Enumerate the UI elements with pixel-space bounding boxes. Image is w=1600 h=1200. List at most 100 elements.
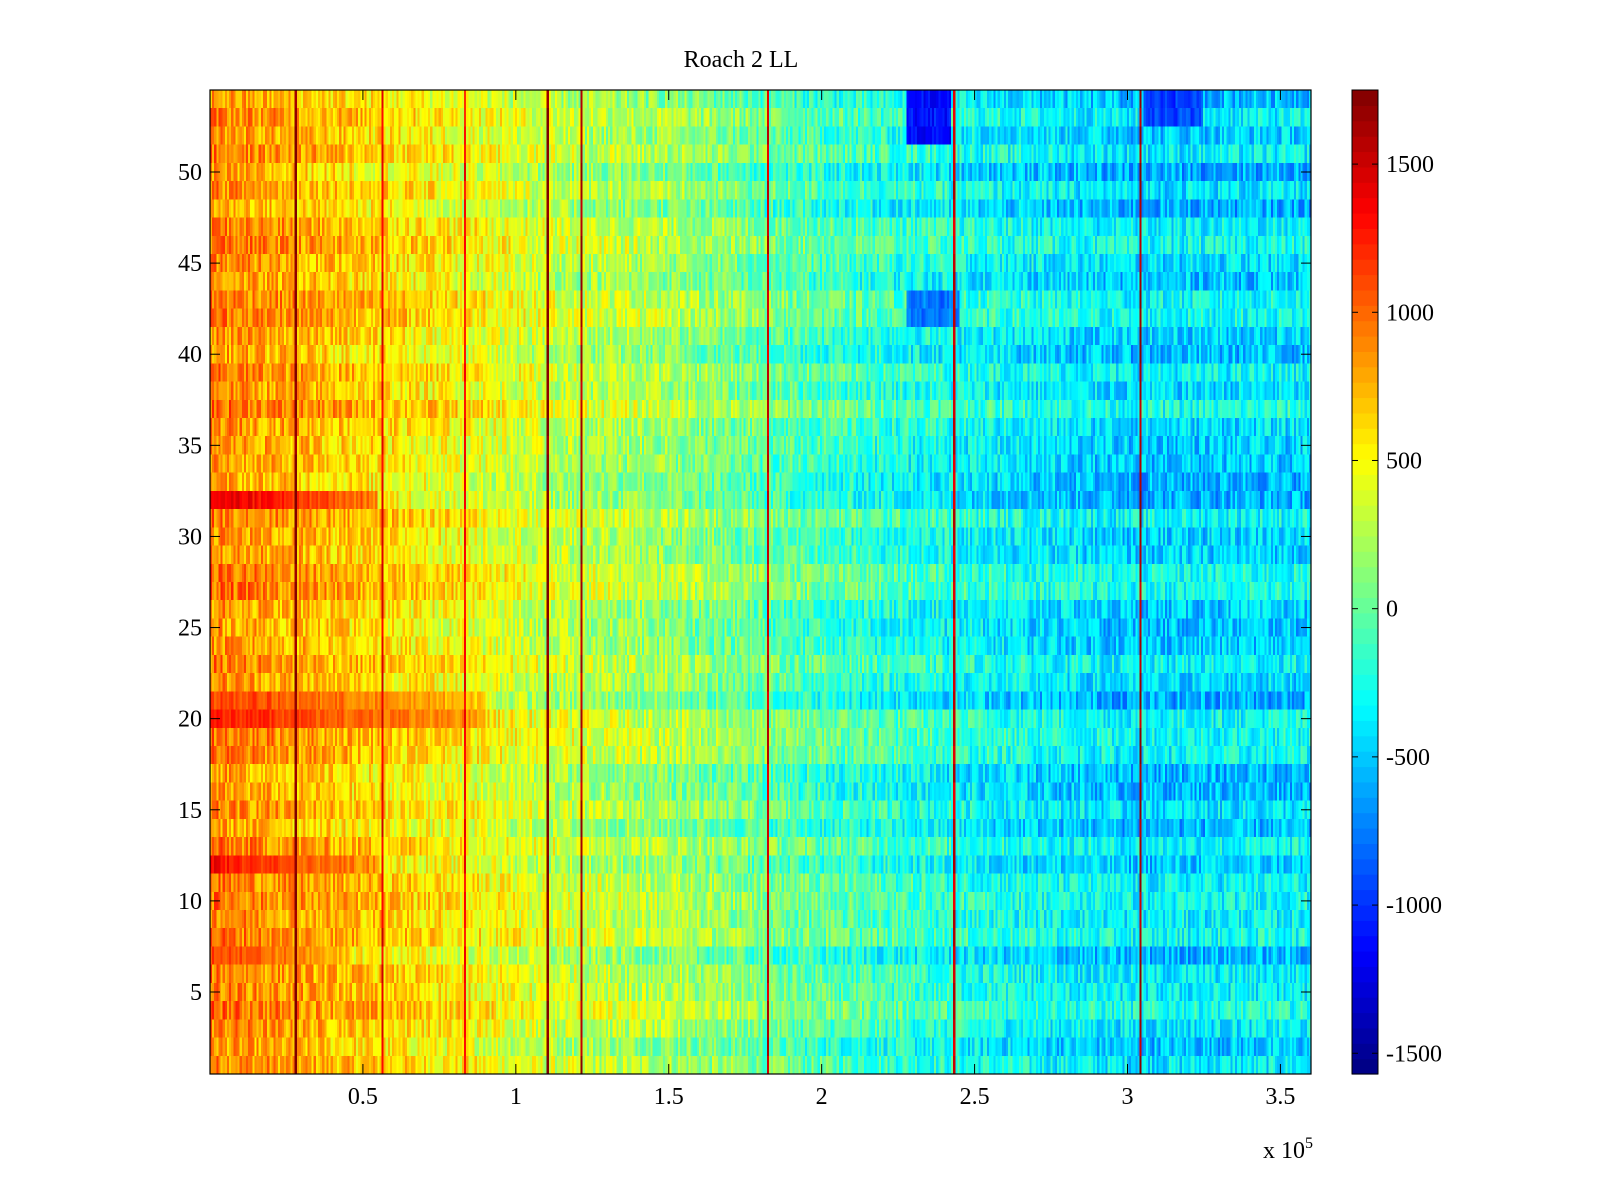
chart-title: Roach 2 LL [684, 47, 799, 73]
colorbar-segment [1352, 735, 1378, 752]
colorbar-segment [1352, 505, 1378, 522]
colorbar-segment [1352, 412, 1378, 429]
y-axis: 5 10 15 20 25 30 35 40 45 50 [178, 160, 1311, 1006]
colorbar-segment [1352, 981, 1378, 998]
colorbar-segment [1352, 643, 1378, 660]
colorbar-tick-label: -1000 [1386, 893, 1442, 919]
y-tick-label: 10 [178, 889, 202, 915]
y-tick-label: 50 [178, 160, 202, 186]
colorbar-segment [1352, 797, 1378, 814]
colorbar-segment [1352, 120, 1378, 137]
colorbar-segment [1352, 274, 1378, 291]
y-tick-label: 30 [178, 524, 202, 550]
x-axis: 0.5 1 1.5 2 2.5 3 3.5 [348, 90, 1295, 1110]
y-tick-label: 40 [178, 342, 202, 368]
colorbar-tick-label: 500 [1386, 448, 1422, 474]
colorbar-segment [1352, 474, 1378, 491]
colorbar-segment [1352, 428, 1378, 445]
colorbar-segment [1352, 1012, 1378, 1029]
colorbar-segment [1352, 812, 1378, 829]
colorbar-segment [1352, 858, 1378, 875]
colorbar-segment [1352, 489, 1378, 506]
colorbar-segment [1352, 336, 1378, 352]
colorbar-segment [1352, 920, 1378, 937]
colorbar-segment [1352, 289, 1378, 306]
heatmap-cells [210, 90, 1311, 1074]
colorbar-segment [1352, 720, 1378, 737]
colorbar-segment [1352, 397, 1378, 414]
colorbar-segment [1352, 781, 1378, 798]
heatmap-plot-area [210, 90, 1311, 1074]
y-tick-label: 45 [178, 251, 202, 277]
colorbar-segment [1352, 951, 1378, 967]
colorbar-segment [1352, 535, 1378, 552]
colorbar-segment [1352, 90, 1378, 106]
colorbar-tick-label: 1000 [1386, 300, 1434, 326]
colorbar-segment [1352, 997, 1378, 1014]
colorbar-tick-label: -500 [1386, 745, 1430, 771]
colorbar-segment [1352, 305, 1378, 322]
y-tick-label: 25 [178, 616, 202, 642]
colorbar-segment [1352, 874, 1378, 891]
colorbar-tick-label: -1500 [1386, 1041, 1442, 1067]
colorbar-segment [1352, 582, 1378, 598]
x-axis-multiplier-base: x 10 [1263, 1138, 1305, 1164]
y-tick-label: 35 [178, 433, 202, 459]
colorbar-segment [1352, 366, 1378, 383]
y-tick-label: 5 [190, 980, 202, 1006]
colorbar-segment [1352, 935, 1378, 952]
x-tick-label: 3 [1122, 1084, 1134, 1110]
x-tick-label: 1 [510, 1084, 522, 1110]
x-axis-multiplier: x 105 [1263, 1135, 1313, 1164]
colorbar-segment [1352, 182, 1378, 199]
colorbar-segment [1352, 843, 1378, 860]
x-tick-label: 0.5 [348, 1084, 378, 1110]
x-tick-label: 2 [816, 1084, 828, 1110]
colorbar-segment [1352, 766, 1378, 783]
colorbar-segment [1352, 705, 1378, 721]
colorbar-segment [1352, 1058, 1378, 1075]
colorbar-segment [1352, 259, 1378, 276]
colorbar-segment [1352, 597, 1378, 614]
colorbar-segment [1352, 904, 1378, 921]
plot-frame [209, 89, 1312, 1075]
colorbar-segment [1352, 520, 1378, 537]
colorbar-frame [1351, 89, 1379, 1075]
colorbar-segment [1352, 828, 1378, 844]
colorbar-tick-label: 0 [1386, 597, 1398, 623]
colorbar-segment [1352, 151, 1378, 168]
colorbar-segment [1352, 566, 1378, 583]
colorbar-segment [1352, 1027, 1378, 1044]
colorbar-segment [1352, 966, 1378, 983]
x-tick-label: 1.5 [654, 1084, 684, 1110]
colorbar-segment [1352, 243, 1378, 260]
colorbar-segment [1352, 228, 1378, 245]
colorbar: 1500 1000 500 0 -500 -1000 -1500 [1351, 89, 1442, 1075]
colorbar-segment [1352, 612, 1378, 629]
colorbar-segment [1352, 443, 1378, 460]
colorbar-segment [1352, 197, 1378, 214]
colorbar-segment [1352, 889, 1378, 906]
colorbar-segment [1352, 213, 1378, 229]
colorbar-segment [1352, 689, 1378, 706]
x-tick-label: 2.5 [960, 1084, 990, 1110]
colorbar-segment [1352, 166, 1378, 183]
colorbar-segment [1352, 459, 1378, 475]
colorbar-segment [1352, 136, 1378, 153]
colorbar-segment [1352, 658, 1378, 675]
colorbar-segment [1352, 674, 1378, 691]
colorbar-segment [1352, 382, 1378, 399]
colorbar-segment [1352, 1043, 1378, 1060]
colorbar-segment [1352, 751, 1378, 768]
colorbar-segment [1352, 351, 1378, 368]
colorbar-segment [1352, 320, 1378, 337]
colorbar-tick-label: 1500 [1386, 152, 1434, 178]
colorbar-segment [1352, 551, 1378, 568]
y-tick-label: 20 [178, 707, 202, 733]
colorbar-segment [1352, 628, 1378, 645]
colorbar-segment [1352, 105, 1378, 122]
x-tick-label: 3.5 [1265, 1084, 1295, 1110]
x-axis-multiplier-exponent: 5 [1305, 1135, 1313, 1152]
y-tick-label: 15 [178, 798, 202, 824]
